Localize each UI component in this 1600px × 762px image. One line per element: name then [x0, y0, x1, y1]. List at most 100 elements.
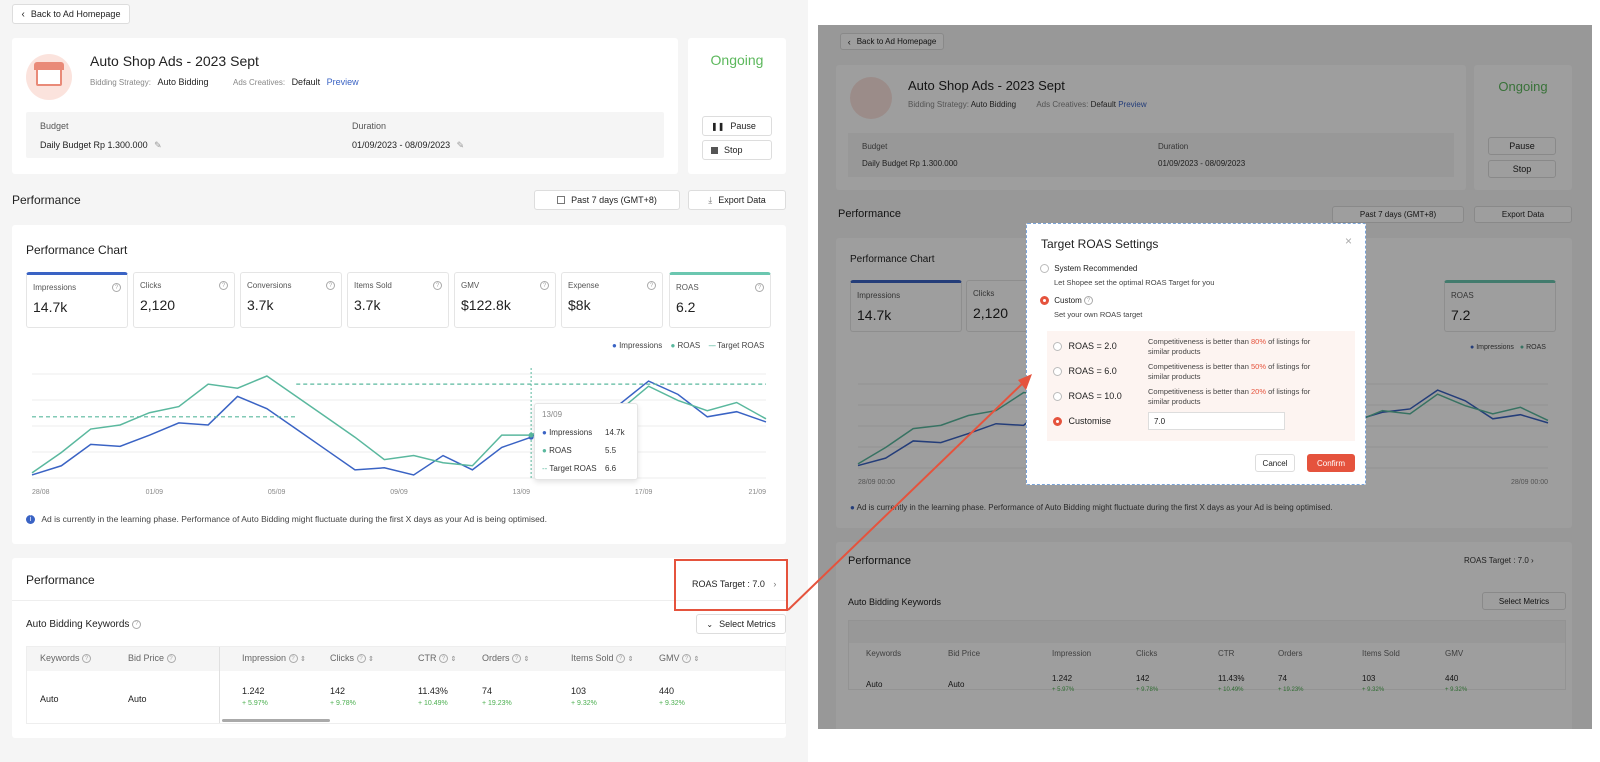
- column-header-impression[interactable]: Impression ? ⇕: [242, 653, 306, 664]
- sort-icon: ⇕: [693, 656, 700, 663]
- budget-box: Budget Daily Budget Rp 1.300.000 ✎ Durat…: [26, 112, 664, 158]
- table-delta: + 9.78%: [1136, 687, 1159, 693]
- metric-card-items-sold[interactable]: Items Sold 3.7k?: [347, 272, 449, 328]
- table-cell: 142: [330, 686, 346, 696]
- metric-card-expense[interactable]: Expense $8k?: [561, 272, 663, 328]
- pause-button[interactable]: ❚❚ Pause: [702, 116, 772, 136]
- roas-choice[interactable]: ROAS = 10.0: [1053, 391, 1122, 402]
- column-header-gmv[interactable]: GMV ? ⇕: [659, 653, 700, 664]
- legend-impressions: Impressions: [619, 341, 663, 350]
- option-custom[interactable]: Custom ?: [1040, 296, 1094, 306]
- column-header[interactable]: Clicks: [1136, 649, 1158, 658]
- column-header-items-sold[interactable]: Items Sold ? ⇕: [571, 653, 634, 664]
- column-header-clicks[interactable]: Clicks ? ⇕: [330, 653, 374, 664]
- calendar-icon: [557, 196, 566, 204]
- radio-icon: [1053, 392, 1062, 402]
- shop-avatar-icon: [26, 54, 72, 100]
- target-roas-modal: Target ROAS Settings × System Recommende…: [1026, 223, 1366, 485]
- tooltip-row: ● Impressions: [542, 428, 593, 437]
- help-icon: ?: [682, 654, 692, 664]
- roas-choice[interactable]: ROAS = 6.0: [1053, 366, 1117, 377]
- column-header[interactable]: Bid Price: [948, 649, 981, 658]
- help-icon[interactable]: ?: [540, 281, 549, 290]
- x-tick-label: 28/08: [32, 489, 50, 496]
- metric-card-roas: ROAS 7.2: [1444, 280, 1556, 332]
- radio-icon: [1053, 367, 1062, 377]
- help-icon[interactable]: ?: [433, 281, 442, 290]
- help-icon[interactable]: ?: [219, 281, 228, 290]
- metric-name: Clicks: [140, 281, 162, 290]
- metric-card-roas[interactable]: ROAS 6.2?: [669, 272, 771, 328]
- cancel-button[interactable]: Cancel: [1255, 454, 1295, 472]
- metric-card-clicks[interactable]: Clicks 2,120?: [133, 272, 235, 328]
- custom-roas-input[interactable]: 7.0: [1148, 412, 1285, 430]
- help-icon[interactable]: ?: [112, 283, 121, 292]
- performance-chart[interactable]: 28/08 01/09 05/09 09/09 13/09 17/09 21/09: [24, 368, 774, 498]
- column-header[interactable]: GMV: [1445, 649, 1464, 658]
- select-metrics-button[interactable]: ⌄ Select Metrics: [696, 614, 786, 634]
- radio-icon: [1040, 264, 1049, 274]
- stop-button[interactable]: Stop: [1488, 160, 1556, 178]
- keywords-card: Performance ROAS Target : 7.0 › Auto Bid…: [836, 542, 1572, 729]
- ad-title: Auto Shop Ads - 2023 Sept: [908, 78, 1065, 93]
- table-cell: Auto: [40, 694, 59, 704]
- pause-button[interactable]: Pause: [1488, 137, 1556, 155]
- metric-card-impressions[interactable]: Impressions 14.7k?: [26, 272, 128, 328]
- keywords-table: [848, 620, 1566, 690]
- roas-choice-desc: Competitiveness is better than 20% of li…: [1148, 387, 1311, 406]
- column-header-bid-price[interactable]: Bid Price ?: [128, 653, 176, 664]
- metric-value: 14.7k: [33, 299, 68, 315]
- export-button[interactable]: Export Data: [1474, 206, 1572, 223]
- option1-desc: Let Shopee set the optimal ROAS Target f…: [1054, 278, 1215, 287]
- close-icon[interactable]: ×: [1345, 234, 1353, 248]
- column-header-ctr[interactable]: CTR ? ⇕: [418, 653, 457, 664]
- x-tick-label: 28/09 00:00: [1511, 479, 1548, 486]
- preview-link[interactable]: Preview: [326, 77, 359, 87]
- help-icon[interactable]: ?: [755, 283, 764, 292]
- column-header[interactable]: Keywords: [866, 649, 902, 658]
- sort-icon: ⇕: [627, 656, 634, 663]
- column-header[interactable]: Items Sold: [1362, 649, 1400, 658]
- duration-value: 01/09/2023 - 08/09/2023: [352, 140, 451, 150]
- column-header[interactable]: CTR: [1218, 649, 1235, 658]
- table-delta: + 9.32%: [1445, 687, 1468, 693]
- help-icon[interactable]: ?: [647, 281, 656, 290]
- column-header-keywords[interactable]: Keywords ?: [40, 653, 92, 664]
- pencil-icon[interactable]: ✎: [456, 140, 465, 150]
- date-range-select[interactable]: Past 7 days (GMT+8): [534, 190, 680, 210]
- confirm-button[interactable]: Confirm: [1307, 454, 1355, 472]
- export-button[interactable]: ⤓ Export Data: [688, 190, 786, 210]
- metric-value: 2,120: [140, 297, 176, 313]
- table-cell: 103: [1362, 674, 1376, 683]
- option-customise[interactable]: Customise: [1053, 416, 1111, 427]
- help-icon: ?: [288, 654, 298, 664]
- download-icon: ⤓: [708, 194, 713, 205]
- date-range-select[interactable]: Past 7 days (GMT+8): [1332, 206, 1464, 223]
- metric-name: Impressions: [33, 283, 77, 292]
- roas-choice[interactable]: ROAS = 2.0: [1053, 341, 1117, 352]
- main-screen: ‹ Back to Ad Homepage Auto Shop Ads - 20…: [12, 4, 788, 724]
- column-header[interactable]: Impression: [1052, 649, 1092, 658]
- select-metrics-button[interactable]: Select Metrics: [1482, 592, 1566, 610]
- table-cell: 11.43%: [418, 686, 448, 696]
- column-header[interactable]: Orders: [1278, 649, 1303, 658]
- metric-card-conversions[interactable]: Conversions 3.7k?: [240, 272, 342, 328]
- chart-legend: ● Impressions ● ROAS ---- Target ROAS: [612, 341, 765, 350]
- back-label: Back to Ad Homepage: [30, 9, 121, 19]
- roas-target-highlight: [674, 559, 788, 611]
- chevron-double-down-icon: ⌄: [706, 619, 714, 629]
- back-button[interactable]: ‹ Back to Ad Homepage: [12, 4, 130, 24]
- help-icon: ?: [616, 654, 626, 664]
- stop-button[interactable]: Stop: [702, 140, 772, 160]
- table-scrollbar[interactable]: [222, 719, 330, 722]
- back-button[interactable]: ‹ Back to Ad Homepage: [840, 33, 944, 50]
- metric-card-gmv[interactable]: GMV $122.8k?: [454, 272, 556, 328]
- column-header-orders[interactable]: Orders ? ⇕: [482, 653, 530, 664]
- pencil-icon[interactable]: ✎: [154, 140, 162, 150]
- tooltip-row: ● ROAS: [542, 446, 572, 455]
- roas-target-link[interactable]: ROAS Target : 7.0 ›: [1464, 556, 1534, 565]
- option-system-recommended[interactable]: System Recommended: [1040, 264, 1137, 274]
- table-delta: + 9.32%: [1362, 687, 1385, 693]
- roas-target-link[interactable]: ROAS Target : 7.0 ›: [692, 579, 777, 589]
- help-icon[interactable]: ?: [326, 281, 335, 290]
